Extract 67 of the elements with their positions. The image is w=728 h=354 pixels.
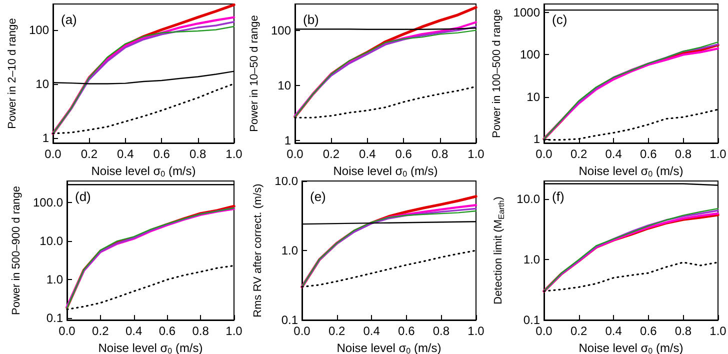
x-tick-label: 0.6 (395, 147, 412, 161)
y-tick-label: 1.0 (46, 272, 64, 287)
annotation: (e) (310, 189, 326, 204)
y-tick-label: 100 (520, 48, 540, 62)
x-tick-label: 0.8 (431, 147, 448, 161)
y-axis-title: Power in 500–900 d range (10, 186, 23, 316)
y-tick-label: 1 (533, 132, 540, 146)
x-tick-label: 0.4 (605, 324, 622, 338)
x-tick-label: 0.2 (92, 324, 110, 338)
x-tick-label: 0.6 (640, 324, 658, 338)
y-tick-label: 0.1 (46, 311, 64, 326)
y-tick-label: 100.0 (32, 195, 64, 210)
x-tick-label: 0.6 (640, 147, 658, 161)
x-tick-label: 0.0 (286, 147, 304, 161)
y-tick-label: 1 (284, 133, 292, 148)
x-tick-label: 1.0 (710, 147, 727, 161)
x-tick-label: 0.2 (570, 147, 588, 161)
x-tick-label: 0.2 (80, 147, 98, 161)
x-tick-label: 0.0 (44, 147, 62, 161)
y-tick-label: 1 (42, 130, 50, 145)
x-tick-label: 1.0 (710, 324, 727, 338)
annotation: (a) (61, 12, 77, 27)
annotation: (d) (75, 189, 91, 204)
y-tick-label: 10.0 (516, 192, 540, 206)
y-tick-label: 1000 (513, 6, 540, 20)
x-tick-label: 0.8 (432, 324, 450, 338)
y-tick-label: 0.1 (281, 313, 298, 327)
x-tick-label: 0.6 (158, 324, 176, 338)
y-tick-label: 10.0 (40, 234, 64, 248)
x-tick-label: 1.0 (468, 147, 485, 161)
x-tick-label: 1.0 (468, 324, 485, 338)
annotation: (c) (552, 12, 568, 27)
x-tick-label: 1.0 (226, 324, 243, 338)
x-tick-label: 0.8 (674, 324, 692, 338)
x-tick-label: 0.6 (398, 324, 416, 338)
y-axis-title: Rms RV after correct. (m/s) (252, 184, 264, 318)
x-tick-label: 0.2 (328, 324, 346, 338)
x-tick-label: 0.2 (322, 147, 340, 161)
y-axis-title: Detection limit (MEarth) (492, 196, 506, 304)
y-tick-label: 100 (270, 23, 292, 38)
y-tick-label: 100 (28, 22, 50, 37)
y-axis-title: Power in 100–500 d range (490, 8, 503, 138)
y-axis-title: Power in 2–10 d range (6, 18, 19, 129)
x-tick-label: 0.4 (363, 324, 380, 338)
x-tick-label: 0.6 (153, 147, 170, 161)
y-axis-title: Power in 10–50 d range (248, 15, 261, 132)
y-tick-label: 10 (278, 78, 292, 92)
x-tick-label: 0.4 (117, 147, 134, 161)
y-tick-label: 0.1 (523, 313, 540, 327)
x-tick-label: 0.8 (192, 324, 210, 338)
x-tick-label: 0.8 (674, 147, 692, 161)
y-tick-label: 10 (526, 90, 540, 104)
x-tick-label: 0.4 (125, 324, 142, 338)
y-tick-label: 1.0 (281, 244, 298, 258)
y-tick-label: 1.0 (523, 252, 540, 267)
annotation: (b) (303, 12, 319, 27)
x-tick-label: 0.2 (570, 324, 588, 338)
x-tick-label: 0.0 (536, 147, 553, 161)
x-tick-label: 0.0 (58, 324, 76, 338)
x-tick-label: 0.8 (189, 147, 206, 161)
y-tick-label: 10 (36, 76, 50, 91)
x-tick-label: 0.0 (294, 324, 311, 338)
x-tick-label: 0.0 (536, 324, 553, 338)
x-tick-label: 0.4 (605, 147, 622, 161)
x-tick-label: 0.4 (359, 147, 376, 161)
annotation: (f) (552, 189, 564, 204)
x-tick-label: 1.0 (226, 147, 243, 161)
